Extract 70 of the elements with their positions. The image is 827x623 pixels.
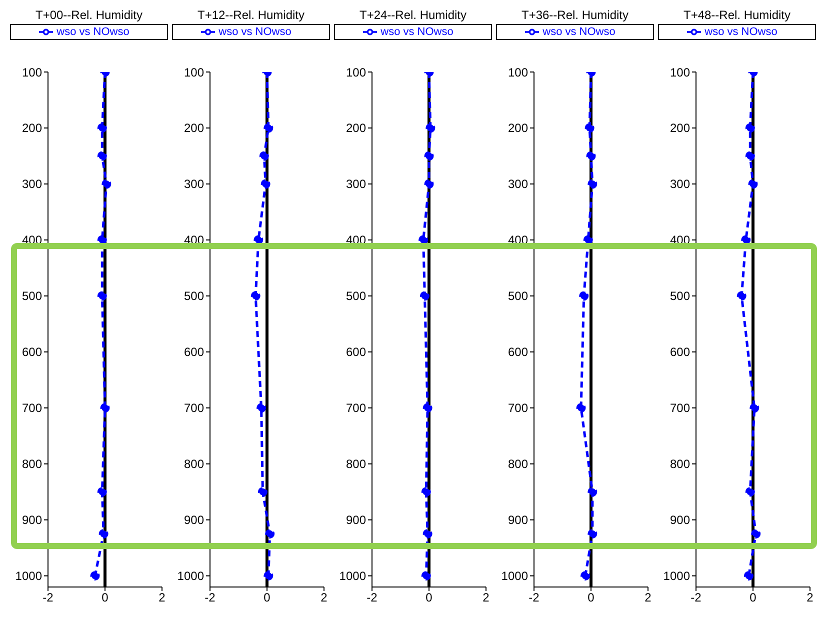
x-tick-label: 0 [102,590,109,605]
x-tick-label: 0 [750,590,757,605]
y-tick-label: 500 [184,289,204,304]
y-tick-label: 900 [508,513,528,528]
x-tick-label: 0 [588,590,595,605]
y-tick-label: 800 [22,457,42,472]
y-tick-label: 600 [346,345,366,360]
x-tick-label: 0 [426,590,433,605]
x-tick-label: 2 [644,590,652,605]
legend-label: wso vs NOwso [218,26,292,38]
legend-label: wso vs NOwso [704,26,778,38]
y-tick-label: 100 [670,65,690,80]
chart-title: T+00--Rel. Humidity [34,8,144,24]
y-tick-label: 300 [346,177,366,192]
y-tick-label: 500 [670,289,690,304]
y-tick-label: 700 [184,401,204,416]
y-tick-label: 1000 [15,569,42,584]
y-tick-label: 200 [346,121,366,136]
y-tick-label: 600 [508,345,528,360]
y-tick-label: 100 [508,65,528,80]
y-tick-label: 100 [22,65,42,80]
y-tick-label: 300 [670,177,690,192]
y-tick-label: 800 [346,457,366,472]
y-tick-label: 1000 [663,569,690,584]
y-tick-label: 800 [670,457,690,472]
x-tick-label: 2 [158,590,166,605]
y-tick-label: 300 [22,177,42,192]
y-tick-label: 900 [22,513,42,528]
y-tick-label: 100 [184,65,204,80]
y-tick-label: 600 [22,345,42,360]
y-tick-label: 600 [670,345,690,360]
y-tick-label: 500 [508,289,528,304]
x-tick-label: -2 [204,590,216,605]
y-tick-label: 500 [346,289,366,304]
y-tick-label: 1000 [177,569,204,584]
y-tick-label: 200 [184,121,204,136]
y-tick-label: 200 [670,121,690,136]
y-tick-label: 800 [508,457,528,472]
x-tick-label: -2 [42,590,54,605]
y-tick-label: 300 [508,177,528,192]
y-tick-label: 900 [346,513,366,528]
y-tick-label: 700 [670,401,690,416]
chart-title: T+48--Rel. Humidity [682,8,792,24]
y-tick-label: 800 [184,457,204,472]
x-tick-label: 2 [320,590,328,605]
y-tick-label: 500 [22,289,42,304]
chart-title: T+12--Rel. Humidity [196,8,306,24]
y-tick-label: 900 [184,513,204,528]
legend-label: wso vs NOwso [380,26,454,38]
y-tick-label: 1000 [501,569,528,584]
x-tick-label: -2 [690,590,702,605]
chart-title: T+24--Rel. Humidity [358,8,468,24]
x-tick-label: -2 [366,590,378,605]
legend-label: wso vs NOwso [56,26,130,38]
y-tick-label: 1000 [339,569,366,584]
x-tick-label: 2 [482,590,490,605]
y-tick-label: 700 [508,401,528,416]
y-tick-label: 700 [22,401,42,416]
y-tick-label: 600 [184,345,204,360]
x-tick-label: -2 [528,590,540,605]
y-tick-label: 200 [22,121,42,136]
y-tick-label: 200 [508,121,528,136]
y-tick-label: 700 [346,401,366,416]
y-tick-label: 300 [184,177,204,192]
x-tick-label: 0 [264,590,271,605]
legend-label: wso vs NOwso [542,26,616,38]
y-tick-label: 100 [346,65,366,80]
chart-title: T+36--Rel. Humidity [520,8,630,24]
x-tick-label: 2 [806,590,814,605]
y-tick-label: 900 [670,513,690,528]
